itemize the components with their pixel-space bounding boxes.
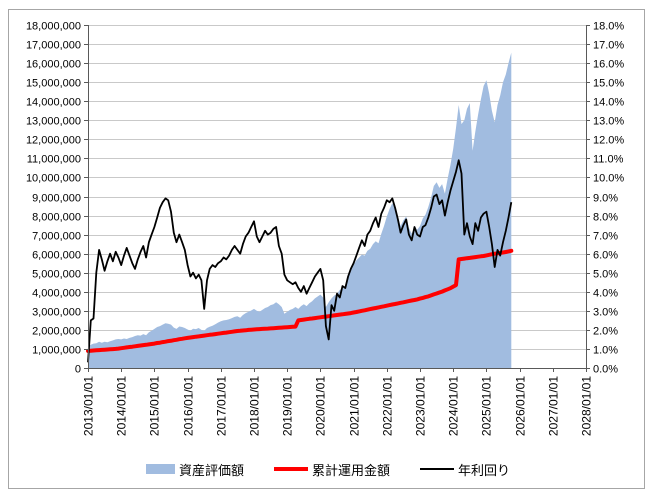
chart-border — [8, 9, 645, 489]
svg-text:7,000,000: 7,000,000 — [32, 231, 81, 243]
annual-yield-line-series — [87, 159, 513, 363]
svg-text:5.0%: 5.0% — [593, 269, 618, 281]
legend-item-invested-amount: 累計運用金額 — [273, 460, 390, 479]
svg-text:6.0%: 6.0% — [593, 250, 618, 262]
svg-text:9,000,000: 9,000,000 — [32, 193, 81, 205]
svg-text:15,000,000: 15,000,000 — [26, 78, 81, 90]
svg-text:18,000,000: 18,000,000 — [26, 21, 81, 33]
svg-text:4.0%: 4.0% — [593, 288, 618, 300]
chart-legend: 資産評価額 累計運用金額 年利回り — [0, 459, 656, 479]
svg-text:1,000,000: 1,000,000 — [32, 345, 81, 357]
svg-text:3.0%: 3.0% — [593, 307, 618, 319]
svg-text:13,000,000: 13,000,000 — [26, 116, 81, 128]
svg-text:16,000,000: 16,000,000 — [26, 59, 81, 71]
svg-text:2027/01/01: 2027/01/01 — [547, 376, 561, 436]
svg-text:5,000,000: 5,000,000 — [32, 269, 81, 281]
svg-text:12.0%: 12.0% — [593, 135, 624, 147]
svg-text:15.0%: 15.0% — [593, 78, 624, 90]
svg-text:2017/01/01: 2017/01/01 — [215, 376, 229, 436]
legend-item-annual-yield: 年利回り — [420, 460, 510, 479]
svg-text:2,000,000: 2,000,000 — [32, 326, 81, 338]
svg-text:2025/01/01: 2025/01/01 — [480, 376, 494, 436]
svg-text:8.0%: 8.0% — [593, 212, 618, 224]
svg-text:18.0%: 18.0% — [593, 21, 624, 33]
svg-text:2028/01/01: 2028/01/01 — [580, 376, 594, 436]
legend-label-asset-value: 資産評価額 — [178, 462, 244, 478]
svg-text:16.0%: 16.0% — [593, 59, 624, 71]
left-axis: 0 1,000,000 2,000,000 3,000,000 4,000,000 5,0… — [26, 21, 89, 376]
svg-text:1.0%: 1.0% — [593, 345, 618, 357]
black-line-swatch-icon — [420, 468, 454, 470]
svg-text:2014/01/01: 2014/01/01 — [115, 376, 129, 436]
svg-text:9.0%: 9.0% — [593, 193, 618, 205]
svg-text:11,000,000: 11,000,000 — [27, 154, 81, 166]
svg-text:2018/01/01: 2018/01/01 — [248, 376, 262, 436]
svg-text:2013/01/01: 2013/01/01 — [82, 376, 96, 436]
right-axis: 0.0% 1.0% 2.0% 3.0% 4.0% 5.0% 6.0% 7.0% 8.0% 9.0%… — [586, 21, 624, 376]
svg-text:17,000,000: 17,000,000 — [26, 40, 81, 52]
svg-text:2021/01/01: 2021/01/01 — [348, 376, 362, 436]
svg-text:10.0%: 10.0% — [593, 173, 624, 185]
svg-text:4,000,000: 4,000,000 — [32, 288, 81, 300]
svg-text:2024/01/01: 2024/01/01 — [447, 376, 461, 436]
svg-text:2020/01/01: 2020/01/01 — [314, 376, 328, 436]
svg-text:7.0%: 7.0% — [593, 231, 618, 243]
svg-text:14.0%: 14.0% — [593, 97, 624, 109]
legend-item-asset-value: 資産評価額 — [145, 460, 244, 479]
svg-text:6,000,000: 6,000,000 — [32, 250, 81, 262]
svg-text:8,000,000: 8,000,000 — [32, 212, 81, 224]
svg-text:13.0%: 13.0% — [593, 116, 624, 128]
asset-value-area-series — [88, 52, 512, 368]
x-axis: 2013/01/01 2014/01/01 2015/01/01 2016/01/01… — [82, 368, 594, 436]
svg-text:0.0%: 0.0% — [593, 364, 618, 376]
svg-text:2015/01/01: 2015/01/01 — [148, 376, 162, 436]
svg-text:0: 0 — [75, 364, 81, 376]
svg-text:2026/01/01: 2026/01/01 — [514, 376, 528, 436]
svg-text:2023/01/01: 2023/01/01 — [414, 376, 428, 436]
svg-text:2022/01/01: 2022/01/01 — [381, 376, 395, 436]
svg-text:2016/01/01: 2016/01/01 — [182, 376, 196, 436]
svg-text:3,000,000: 3,000,000 — [32, 307, 81, 319]
svg-text:14,000,000: 14,000,000 — [26, 97, 81, 109]
invested-amount-line-series — [86, 248, 514, 353]
legend-label-annual-yield: 年利回り — [458, 462, 511, 478]
svg-text:12,000,000: 12,000,000 — [26, 135, 81, 147]
svg-text:2019/01/01: 2019/01/01 — [281, 376, 295, 436]
svg-text:17.0%: 17.0% — [593, 40, 624, 52]
red-line-swatch-icon — [273, 467, 308, 471]
svg-text:2.0%: 2.0% — [593, 326, 618, 338]
legend-label-invested-amount: 累計運用金額 — [311, 462, 390, 478]
svg-text:10,000,000: 10,000,000 — [26, 173, 81, 185]
svg-text:11.0%: 11.0% — [593, 154, 624, 166]
area-swatch-icon — [145, 464, 175, 474]
